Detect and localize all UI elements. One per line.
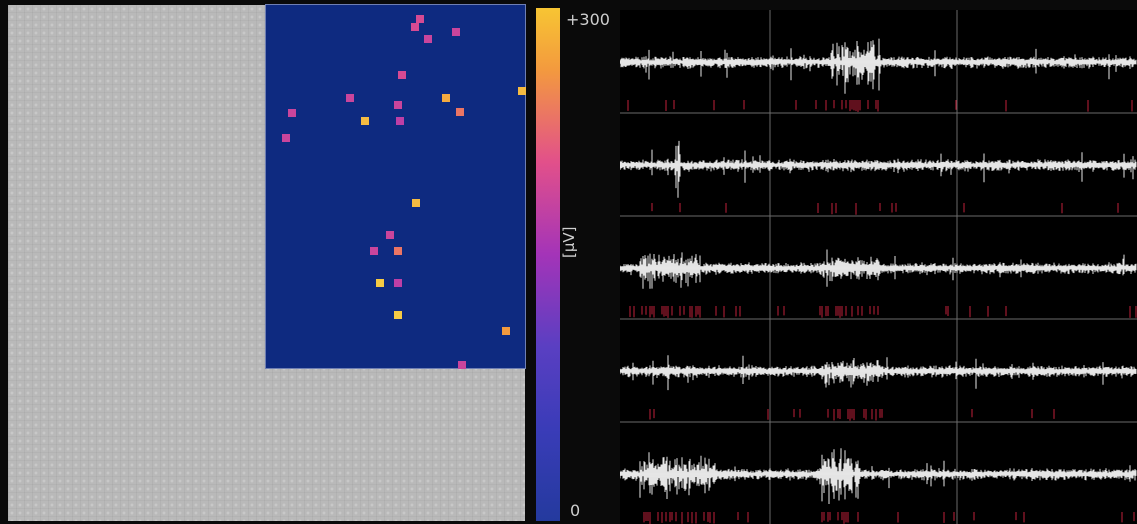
spike-raster-4	[649, 409, 1055, 421]
active-electrode-20[interactable]	[394, 279, 402, 287]
spike-raster-5	[643, 512, 1135, 524]
active-electrode-2[interactable]	[411, 23, 419, 31]
active-electrode-13[interactable]	[518, 87, 526, 95]
voltage-trace-4	[620, 355, 1137, 391]
spike-raster-3	[629, 306, 1137, 318]
active-electrode-3[interactable]	[424, 35, 432, 43]
active-electrode-5[interactable]	[398, 71, 406, 79]
electrode-array-map[interactable]	[8, 4, 526, 521]
colorbar-min-label: 0	[570, 501, 581, 520]
active-electrode-14[interactable]	[396, 117, 404, 125]
colorbar-max-label: +300	[566, 10, 610, 29]
voltage-trace-5	[620, 448, 1137, 504]
active-electrode-8[interactable]	[288, 109, 296, 117]
voltage-trace-3	[620, 249, 1137, 289]
active-electrode-10[interactable]	[394, 101, 402, 109]
spike-raster-2	[651, 203, 1119, 215]
active-electrode-4[interactable]	[452, 28, 460, 36]
active-electrode-11[interactable]	[442, 94, 450, 102]
active-electrode-22[interactable]	[502, 327, 510, 335]
voltage-traces-panel[interactable]	[620, 10, 1137, 524]
traces-plot	[620, 10, 1137, 524]
active-electrode-12[interactable]	[456, 108, 464, 116]
active-electrode-6[interactable]	[346, 94, 354, 102]
active-electrode-7[interactable]	[361, 117, 369, 125]
active-electrode-16[interactable]	[386, 231, 394, 239]
amplitude-colorbar	[536, 8, 560, 521]
active-electrode-19[interactable]	[376, 279, 384, 287]
active-electrode-15[interactable]	[412, 199, 420, 207]
active-electrode-region[interactable]	[265, 4, 526, 369]
active-electrode-1[interactable]	[416, 15, 424, 23]
active-electrode-21[interactable]	[394, 311, 402, 319]
active-electrode-17[interactable]	[370, 247, 378, 255]
active-electrode-23[interactable]	[458, 361, 466, 369]
spike-raster-1	[627, 100, 1133, 112]
colorbar-unit-label: [µV]	[560, 226, 578, 258]
active-electrode-18[interactable]	[394, 247, 402, 255]
active-electrode-9[interactable]	[282, 134, 290, 142]
voltage-trace-1	[620, 38, 1137, 94]
voltage-trace-2	[620, 140, 1137, 198]
